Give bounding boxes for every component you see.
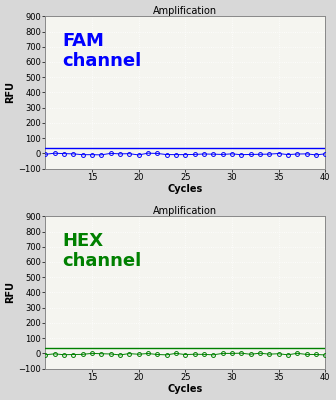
Text: HEX
channel: HEX channel (62, 232, 141, 270)
X-axis label: Cycles: Cycles (168, 384, 203, 394)
Title: Amplification: Amplification (153, 206, 217, 216)
Y-axis label: RFU: RFU (6, 282, 15, 304)
X-axis label: Cycles: Cycles (168, 184, 203, 194)
Title: Amplification: Amplification (153, 6, 217, 16)
Text: FAM
channel: FAM channel (62, 32, 141, 70)
Y-axis label: RFU: RFU (6, 82, 15, 104)
